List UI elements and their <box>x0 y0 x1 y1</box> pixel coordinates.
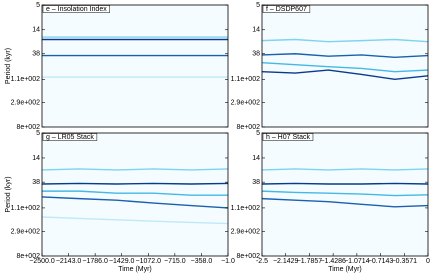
panel-title: f – DSDP607 <box>266 6 307 13</box>
y-tick-label: 14 <box>32 27 40 34</box>
y-tick-label: 8e+002 <box>16 124 40 131</box>
y-tick-label: 1.1e+002 <box>231 76 260 83</box>
ridge <box>261 182 429 185</box>
y-tick-label: 14 <box>32 155 40 162</box>
x-tick-label: −1.4286 <box>320 258 346 265</box>
ridge <box>261 53 429 58</box>
plot-frame <box>261 4 429 128</box>
y-tick-label: 38 <box>252 51 260 58</box>
plot-area <box>262 133 428 256</box>
ridge <box>41 216 229 225</box>
y-tick-label: 5 <box>256 130 260 137</box>
panel-title: e – Insolation Index <box>46 6 107 13</box>
ridge <box>41 196 229 209</box>
ridge <box>261 61 429 73</box>
panel-title-box <box>42 133 98 141</box>
y-tick-label: 5 <box>36 2 40 9</box>
ridge <box>41 168 229 171</box>
x-tick-label: −1.0 <box>221 258 235 265</box>
x-tick-label: 0 <box>426 258 430 265</box>
y-tick-label: 8e+002 <box>236 253 260 260</box>
x-tick-label: −2500.0 <box>29 258 55 265</box>
plot-frame <box>41 132 229 257</box>
y-axis-label: Period (kyr) <box>5 176 12 212</box>
plot-area <box>262 5 428 127</box>
y-tick-label: 8e+002 <box>16 253 40 260</box>
ridge <box>261 38 429 43</box>
y-tick-label: 1.1e+002 <box>231 205 260 212</box>
ridge <box>261 197 429 208</box>
y-tick-label: 2.9e+002 <box>11 228 40 235</box>
plot-frame <box>41 4 229 128</box>
y-tick-label: 14 <box>252 155 260 162</box>
y-tick-label: 2.9e+002 <box>11 99 40 106</box>
x-tick-label: -2.5 <box>256 258 268 265</box>
y-tick-label: 5 <box>256 2 260 9</box>
x-tick-label: −1072.0 <box>136 258 162 265</box>
panel-title: h – H07 Stack <box>266 134 310 141</box>
x-tick-label: −1.7857 <box>297 258 323 265</box>
x-tick-label: −2.1429 <box>273 258 299 265</box>
ridge <box>42 190 228 196</box>
plot-area <box>42 5 228 127</box>
x-tick-label: −715.0 <box>164 258 186 265</box>
plot-frame <box>261 132 429 257</box>
x-axis-label: Time (Myr) <box>328 266 362 273</box>
y-tick-label: 8e+002 <box>236 124 260 131</box>
x-tick-label: −1786.0 <box>82 258 108 265</box>
ridge <box>261 190 429 197</box>
x-tick-label: −0.3571 <box>392 258 418 265</box>
y-axis-label: Period (kyr) <box>5 48 12 84</box>
x-tick-label: −2143.0 <box>56 258 82 265</box>
y-tick-label: 38 <box>32 51 40 58</box>
y-tick-label: 38 <box>252 179 260 186</box>
y-tick-label: 2.9e+002 <box>231 228 260 235</box>
y-tick-label: 38 <box>32 179 40 186</box>
panel-title-box <box>262 133 314 141</box>
ridge <box>261 168 429 171</box>
panel-title: g – LR05 Stack <box>46 134 94 141</box>
y-tick-label: 14 <box>252 27 260 34</box>
panel-title-box <box>42 5 110 13</box>
ridge <box>41 182 229 185</box>
panel-title-box <box>262 5 311 13</box>
ridge <box>261 69 429 81</box>
x-tick-label: −1.0714 <box>344 258 370 265</box>
y-tick-label: 1.1e+002 <box>11 205 40 212</box>
x-tick-label: −0.7143 <box>368 258 394 265</box>
y-tick-label: 1.1e+002 <box>11 76 40 83</box>
x-tick-label: −1429.0 <box>109 258 135 265</box>
x-axis-label: Time (Myr) <box>118 266 152 273</box>
y-tick-label: 5 <box>36 130 40 137</box>
y-tick-label: 2.9e+002 <box>231 99 260 106</box>
x-tick-label: −358.0 <box>191 258 213 265</box>
